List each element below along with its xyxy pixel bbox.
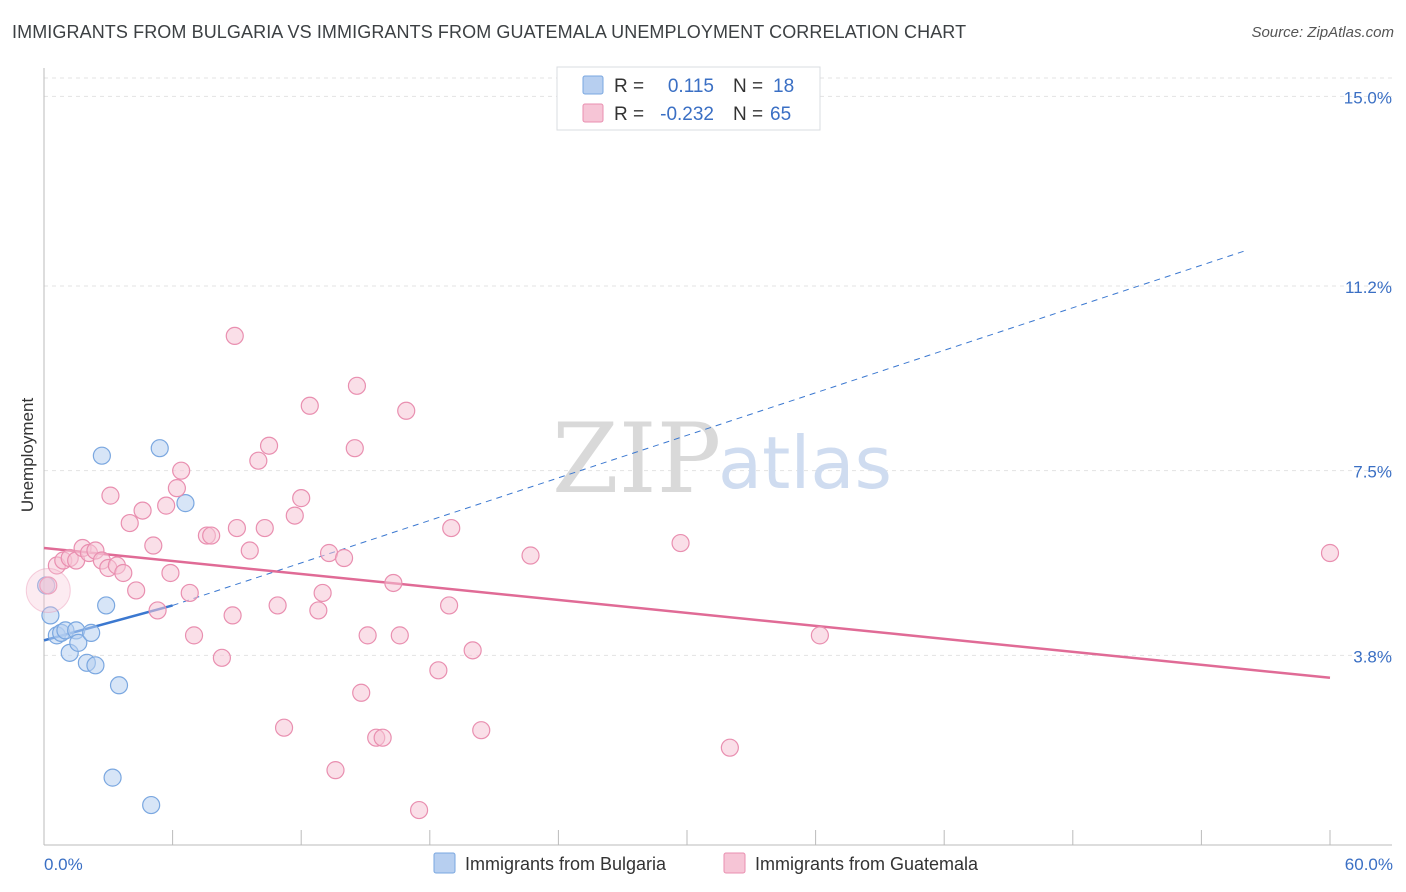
cluster-blob: [25, 567, 71, 613]
guatemala-point-25: [202, 526, 221, 545]
guatemala-n-label: N =: [733, 104, 763, 125]
watermark-zip: ZIP: [552, 403, 721, 515]
series-legend: Immigrants from Bulgaria Immigrants from…: [433, 852, 979, 874]
guatemala-point-60: [671, 533, 690, 553]
axes: [43, 68, 1392, 846]
guatemala-point-33: [259, 436, 279, 455]
guatemala-point-15: [133, 501, 152, 520]
bulgaria-point-16: [150, 439, 169, 458]
bulgaria-point-15: [142, 795, 161, 815]
guatemala-point-26: [212, 648, 231, 667]
x-tick-label-1: 60.0%: [1345, 855, 1393, 874]
bulgaria-point-14: [109, 676, 129, 695]
guatemala-point-51: [390, 626, 409, 645]
guatemala-point-45: [347, 376, 367, 395]
guatemala-point-31: [249, 451, 268, 470]
legend-guatemala-label: Immigrants from Guatemala: [755, 854, 979, 874]
guatemala-point-0: [39, 576, 58, 595]
guatemala-point-17: [148, 601, 167, 620]
watermark-atlas: atlas: [718, 421, 892, 505]
guatemala-point-23: [184, 626, 204, 645]
guatemala-point-46: [352, 683, 371, 702]
guatemala-point-47: [358, 626, 377, 645]
guatemala-point-14: [127, 581, 146, 600]
bulgaria-r-value: 0.115: [668, 76, 714, 97]
guatemala-swatch: [582, 103, 604, 123]
guatemala-point-54: [429, 661, 448, 680]
guatemala-point-36: [285, 506, 304, 525]
x-tick-label-0: 0.0%: [44, 855, 83, 874]
guatemala-trend-line: [43, 546, 1331, 680]
legend-bulgaria-label: Immigrants from Bulgaria: [465, 854, 667, 874]
guatemala-point-49: [373, 728, 392, 747]
bulgaria-point-17: [176, 494, 195, 513]
guatemala-point-10: [101, 486, 120, 505]
guatemala-point-32: [255, 518, 274, 538]
guatemala-point-42: [326, 761, 345, 780]
guatemala-point-21: [172, 461, 191, 480]
bulgaria-point-11: [92, 446, 111, 465]
guatemala-point-20: [167, 479, 186, 498]
guatemala-point-43: [334, 548, 354, 568]
legend-bulgaria-swatch: [433, 852, 456, 874]
guatemala-point-37: [292, 489, 311, 508]
bulgaria-point-7: [69, 633, 88, 652]
guatemala-point-53: [409, 800, 429, 820]
guatemala-point-12: [114, 563, 133, 583]
guatemala-point-52: [397, 401, 416, 420]
guatemala-point-13: [120, 513, 139, 533]
y-tick-label-2: 7.5%: [1353, 463, 1392, 482]
guatemala-point-16: [144, 536, 163, 555]
y-axis-label: Unemployment: [18, 398, 37, 513]
watermark: ZIP atlas: [552, 403, 892, 515]
guatemala-point-18: [157, 496, 176, 515]
guatemala-point-27: [223, 606, 242, 625]
bulgaria-trend-extension: [172, 250, 1245, 606]
guatemala-point-40: [313, 583, 332, 603]
guatemala-point-62: [810, 626, 829, 645]
guatemala-n-value: 65: [770, 104, 791, 125]
guatemala-point-50: [384, 573, 403, 593]
guatemala-point-38: [300, 396, 319, 415]
bulgaria-n-label: N =: [733, 76, 763, 97]
tick-labels: 15.0% 11.2% 7.5% 3.8% 0.0% 60.0%: [44, 88, 1393, 874]
bulgaria-n-value: 18: [773, 76, 794, 97]
guatemala-point-19: [161, 563, 180, 583]
y-tick-label-0: 15.0%: [1344, 88, 1392, 107]
bulgaria-point-10: [86, 656, 105, 675]
guatemala-point-29: [227, 518, 246, 538]
data-points: [25, 326, 1340, 820]
guatemala-point-58: [472, 721, 491, 740]
guatemala-point-56: [442, 518, 461, 538]
guatemala-point-39: [309, 601, 328, 620]
chart-title: IMMIGRANTS FROM BULGARIA VS IMMIGRANTS F…: [12, 22, 967, 42]
guatemala-point-44: [345, 439, 364, 458]
y-tick-label-3: 3.8%: [1353, 647, 1392, 666]
legend-guatemala-swatch: [723, 852, 746, 874]
guatemala-point-63: [1320, 543, 1340, 563]
guatemala-point-61: [720, 738, 739, 757]
bulgaria-point-9: [82, 623, 101, 642]
bulgaria-point-12: [97, 596, 116, 615]
guatemala-point-41: [319, 543, 339, 563]
guatemala-r-label: R =: [614, 104, 644, 125]
bulgaria-point-1: [41, 606, 60, 625]
chart-source: Source: ZipAtlas.com: [1251, 24, 1394, 41]
guatemala-point-28: [225, 326, 244, 346]
guatemala-point-55: [439, 596, 459, 615]
guatemala-point-59: [521, 546, 540, 565]
guatemala-point-22: [180, 583, 199, 603]
guatemala-point-57: [463, 641, 482, 660]
guatemala-point-30: [240, 541, 259, 560]
bulgaria-r-label: R =: [614, 76, 644, 97]
guatemala-point-34: [268, 596, 287, 615]
guatemala-point-35: [274, 718, 294, 737]
bulgaria-swatch: [582, 75, 604, 95]
bulgaria-point-13: [103, 768, 122, 787]
guatemala-r-value: -0.232: [660, 104, 714, 125]
stats-legend: R = 0.115 N = 18 R = -0.232 N = 65: [556, 66, 821, 131]
y-tick-label-1: 11.2%: [1345, 278, 1392, 297]
